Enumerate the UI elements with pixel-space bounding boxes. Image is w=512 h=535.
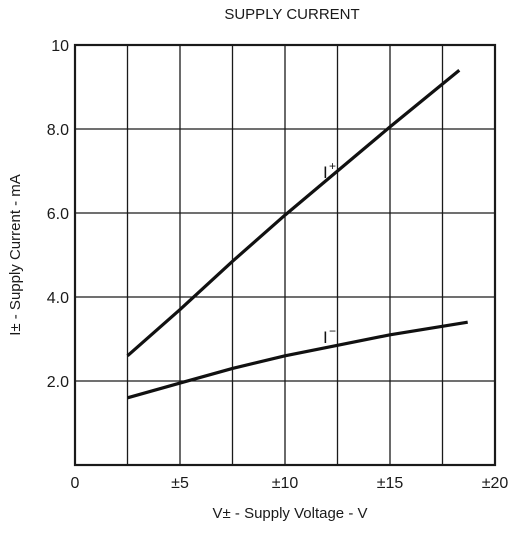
series-label-i-minus: I <box>323 328 328 347</box>
y-tick-label: 4.0 <box>47 290 69 307</box>
series-line-i-minus <box>127 320 468 400</box>
x-axis-title: V± - Supply Voltage - V <box>213 505 368 522</box>
y-tick-label: 10 <box>51 38 69 55</box>
chart-title: SUPPLY CURRENT <box>224 6 359 23</box>
series-line-i-plus <box>126 68 461 358</box>
x-tick-label: ±20 <box>482 475 509 492</box>
y-axis-title: I± - Supply Current - mA <box>7 174 24 336</box>
y-tick-label: 2.0 <box>47 374 69 391</box>
grid <box>75 45 495 465</box>
x-tick-label: ±15 <box>377 475 404 492</box>
series-label-i-plus: I <box>323 163 328 182</box>
x-tick-label: 0 <box>71 475 80 492</box>
series-lines <box>126 68 468 400</box>
y-tick-label: 6.0 <box>47 206 69 223</box>
x-tick-label: ±10 <box>272 475 299 492</box>
series-labels: I +I − <box>323 159 336 347</box>
x-tick-label: ±5 <box>171 475 189 492</box>
series-label-superscript: + <box>329 159 336 173</box>
plot-frame <box>73 43 497 467</box>
x-tick-labels: 0 ±5 ±10 ±15 ±20 <box>71 475 509 492</box>
y-tick-label: 8.0 <box>47 122 69 139</box>
series-label-superscript: − <box>329 324 336 338</box>
y-tick-labels: 2.0 4.0 6.0 8.0 10 <box>47 38 69 391</box>
